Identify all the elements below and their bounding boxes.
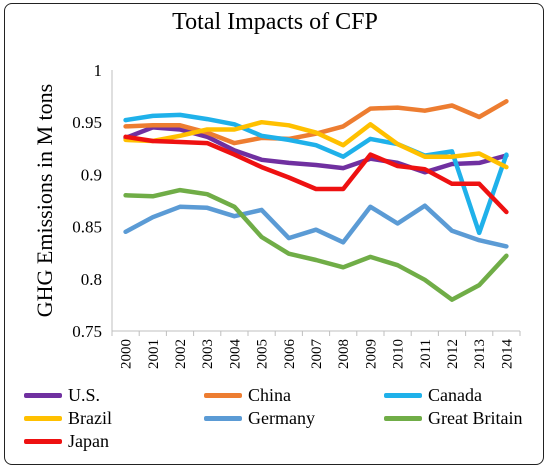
y-tick-label: 1 bbox=[94, 61, 103, 80]
legend-label: China bbox=[248, 384, 291, 405]
series-line-brazil bbox=[123, 119, 509, 170]
x-tick-label: 2005 bbox=[255, 339, 271, 369]
x-tick-label: 2008 bbox=[336, 339, 352, 369]
x-tick-label: 2011 bbox=[418, 339, 434, 368]
x-tick-label: 2007 bbox=[309, 339, 325, 370]
series-line-great-britain bbox=[123, 187, 509, 302]
legend-item: Canada bbox=[384, 384, 482, 406]
x-tick-label: 2001 bbox=[146, 339, 162, 369]
chart-frame bbox=[4, 3, 544, 465]
legend-item: U.S. bbox=[24, 384, 100, 406]
legend-label: Germany bbox=[248, 407, 315, 428]
y-tick-label: 0.9 bbox=[81, 165, 102, 184]
x-tick-label: 2006 bbox=[282, 339, 298, 370]
legend-label: U.S. bbox=[68, 384, 101, 405]
legend-label: Japan bbox=[68, 430, 109, 451]
y-tick-label: 0.95 bbox=[72, 113, 102, 132]
series-line-canada bbox=[123, 112, 509, 236]
chart-axes: 0.75 0.8 0.85 0.9 0.95 1 2000 2001 2002 2003 2004 2… bbox=[32, 61, 521, 370]
x-tick-label: 2000 bbox=[119, 339, 135, 369]
legend-item: Brazil bbox=[24, 407, 112, 429]
legend-label: Canada bbox=[428, 384, 482, 405]
legend-item: Great Britain bbox=[384, 407, 522, 429]
legend-swatch bbox=[384, 415, 422, 421]
chart-title: Total Impacts of CFP bbox=[172, 9, 378, 35]
x-tick-label: 2013 bbox=[472, 339, 488, 369]
x-tick-label: 2014 bbox=[499, 339, 515, 370]
y-tick-label: 0.85 bbox=[72, 218, 102, 237]
series-line-germany bbox=[123, 203, 509, 249]
x-tick-label: 2010 bbox=[391, 339, 407, 369]
y-tick-label: 0.8 bbox=[81, 270, 102, 289]
y-axis-label: GHG Emissions in M tons bbox=[32, 84, 57, 317]
legend-swatch bbox=[24, 392, 62, 398]
legend-swatch bbox=[204, 392, 242, 398]
legend-item: China bbox=[204, 384, 291, 406]
y-tick-label: 0.75 bbox=[72, 322, 102, 341]
x-tick-label: 2003 bbox=[200, 339, 216, 369]
legend-swatch bbox=[204, 415, 242, 421]
legend-swatch bbox=[24, 415, 62, 421]
legend-swatch bbox=[384, 392, 422, 398]
legend-label: Brazil bbox=[68, 407, 112, 428]
series-lines bbox=[123, 99, 509, 302]
legend-label: Great Britain bbox=[428, 407, 523, 428]
x-tick-label: 2009 bbox=[363, 339, 379, 369]
legend-item: Germany bbox=[204, 407, 315, 429]
x-tick-label: 2002 bbox=[173, 339, 189, 369]
series-line-japan bbox=[123, 134, 509, 215]
x-tick-label: 2012 bbox=[445, 339, 461, 369]
x-tick-label: 2004 bbox=[227, 339, 243, 370]
legend-swatch bbox=[24, 438, 62, 444]
legend-item: Japan bbox=[24, 430, 109, 452]
